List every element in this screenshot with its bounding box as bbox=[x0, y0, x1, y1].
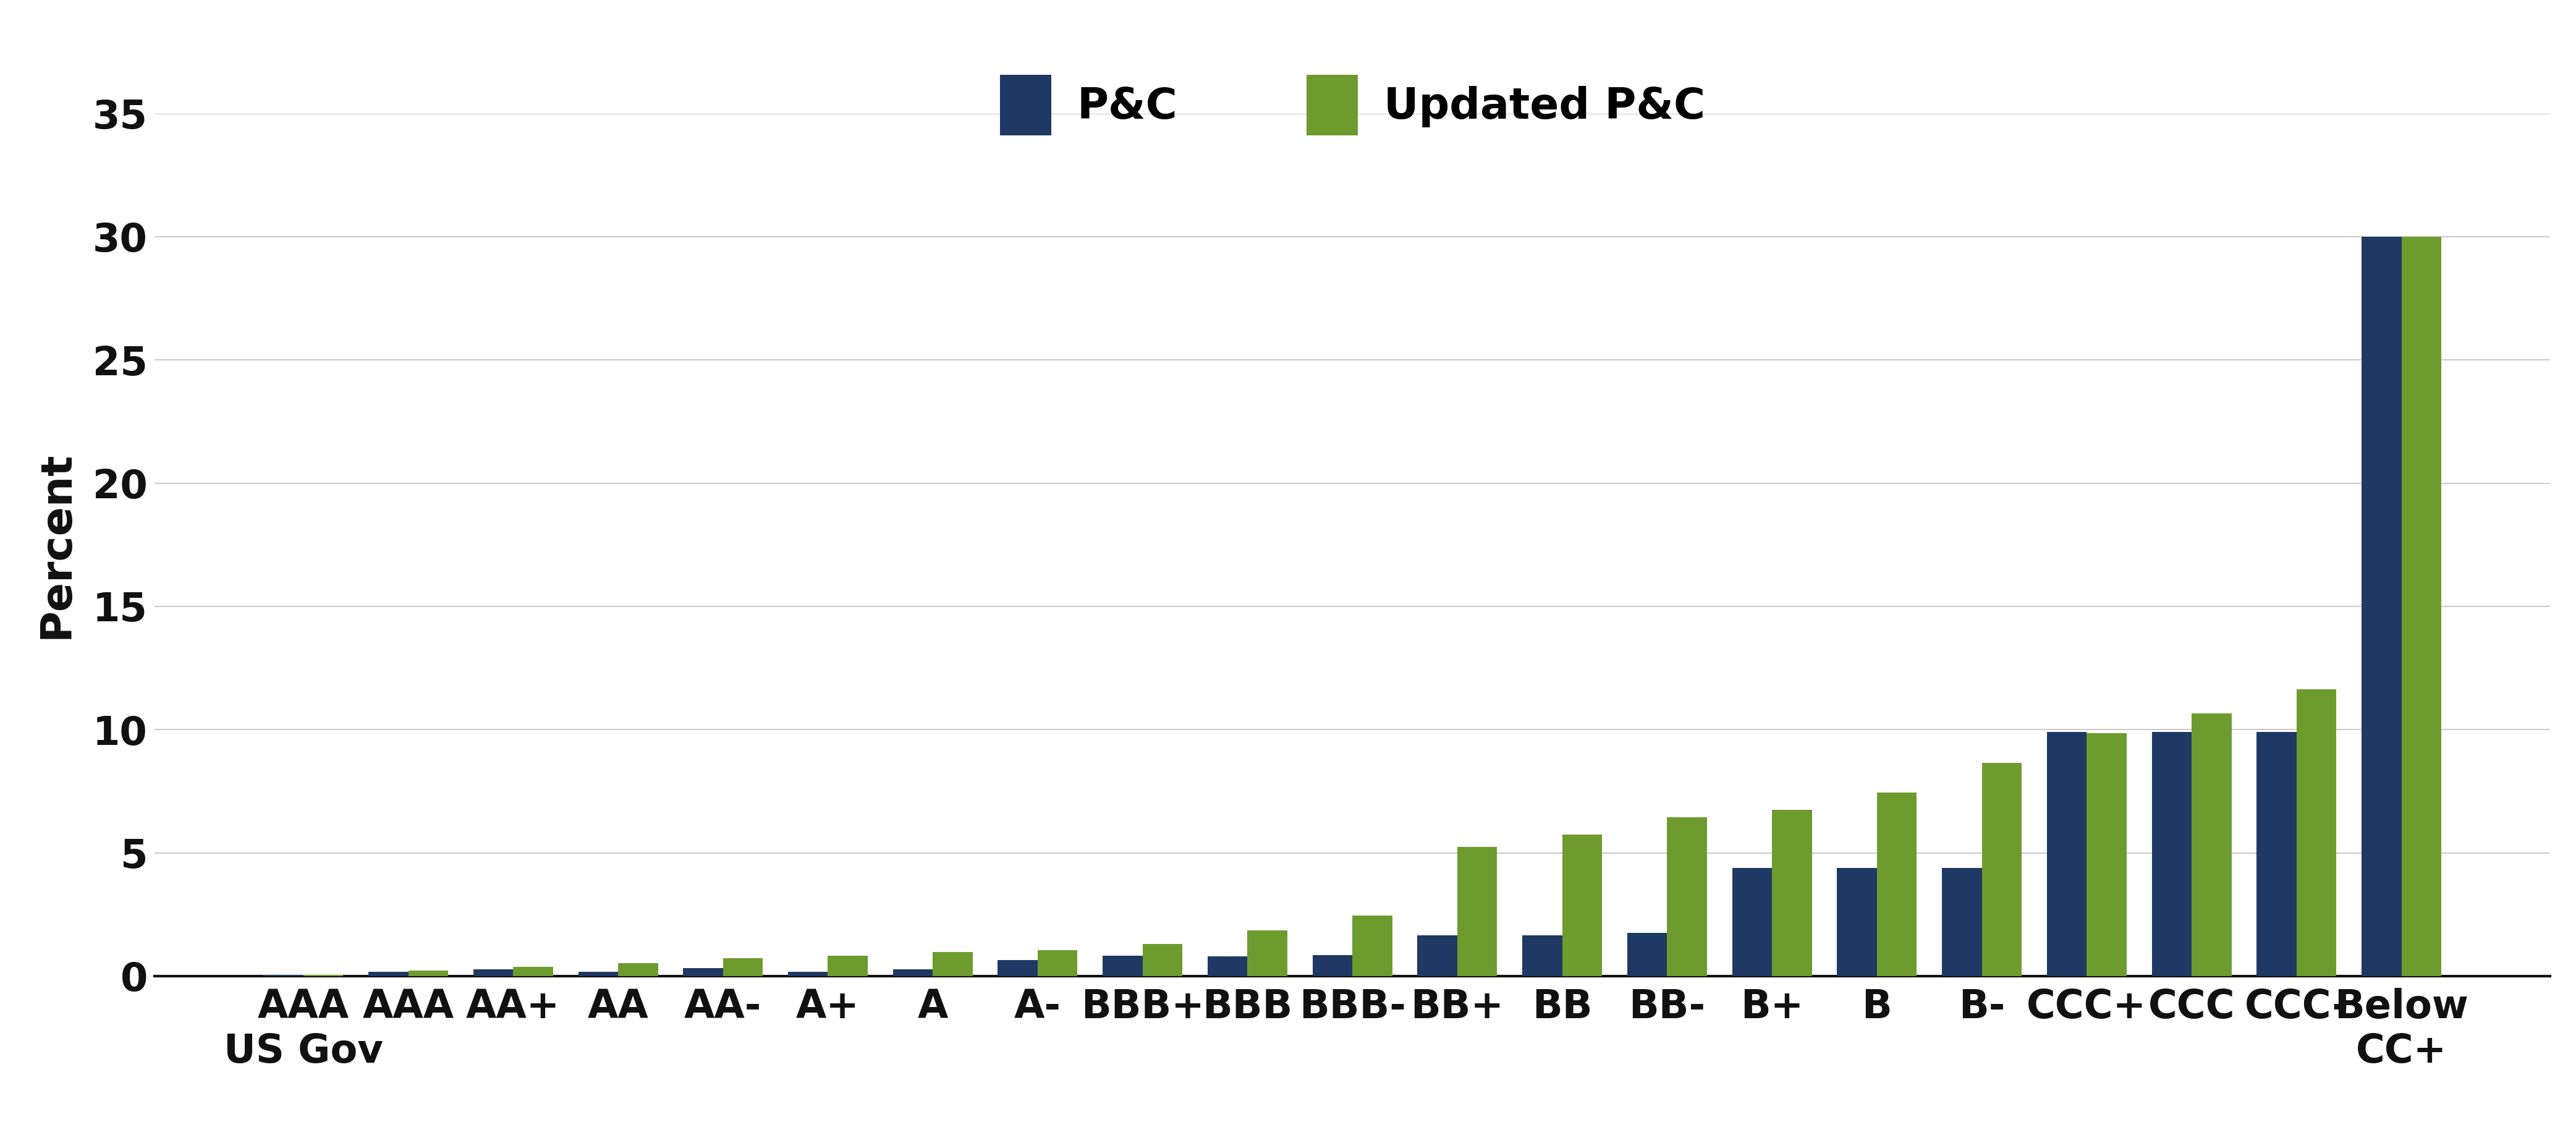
Legend: P&C, Updated P&C: P&C, Updated P&C bbox=[981, 58, 1723, 152]
Bar bbox=[407, 970, 448, 976]
Bar bbox=[788, 972, 827, 976]
Bar bbox=[1981, 763, 2022, 976]
Bar bbox=[2087, 733, 2128, 976]
Bar bbox=[1352, 916, 1391, 976]
Bar bbox=[1314, 956, 1352, 976]
Bar bbox=[1247, 931, 1288, 976]
Bar bbox=[513, 967, 554, 976]
Bar bbox=[1772, 809, 1811, 976]
Bar bbox=[1038, 950, 1077, 976]
Bar bbox=[1878, 792, 1917, 976]
Bar bbox=[368, 972, 407, 976]
Bar bbox=[1731, 867, 1772, 976]
Bar bbox=[827, 956, 868, 976]
Bar bbox=[1628, 933, 1667, 976]
Bar bbox=[1942, 867, 1981, 976]
Bar bbox=[474, 969, 513, 976]
Bar bbox=[1837, 867, 1878, 976]
Bar bbox=[2401, 237, 2442, 976]
Bar bbox=[1667, 817, 1708, 976]
Bar bbox=[1208, 957, 1247, 976]
Bar bbox=[2257, 732, 2298, 976]
Bar bbox=[618, 964, 657, 976]
Bar bbox=[1103, 956, 1144, 976]
Bar bbox=[894, 969, 933, 976]
Bar bbox=[2151, 732, 2192, 976]
Bar bbox=[1144, 944, 1182, 976]
Bar bbox=[933, 952, 974, 976]
Bar bbox=[2298, 689, 2336, 976]
Bar bbox=[683, 968, 724, 976]
Bar bbox=[1522, 935, 1561, 976]
Bar bbox=[2362, 237, 2401, 976]
Bar bbox=[1561, 834, 1602, 976]
Bar bbox=[2192, 714, 2231, 976]
Bar bbox=[2048, 732, 2087, 976]
Y-axis label: Percent: Percent bbox=[36, 451, 77, 639]
Bar bbox=[724, 958, 762, 976]
Bar bbox=[577, 972, 618, 976]
Bar bbox=[997, 960, 1038, 976]
Bar bbox=[1458, 847, 1497, 976]
Bar bbox=[1417, 935, 1458, 976]
